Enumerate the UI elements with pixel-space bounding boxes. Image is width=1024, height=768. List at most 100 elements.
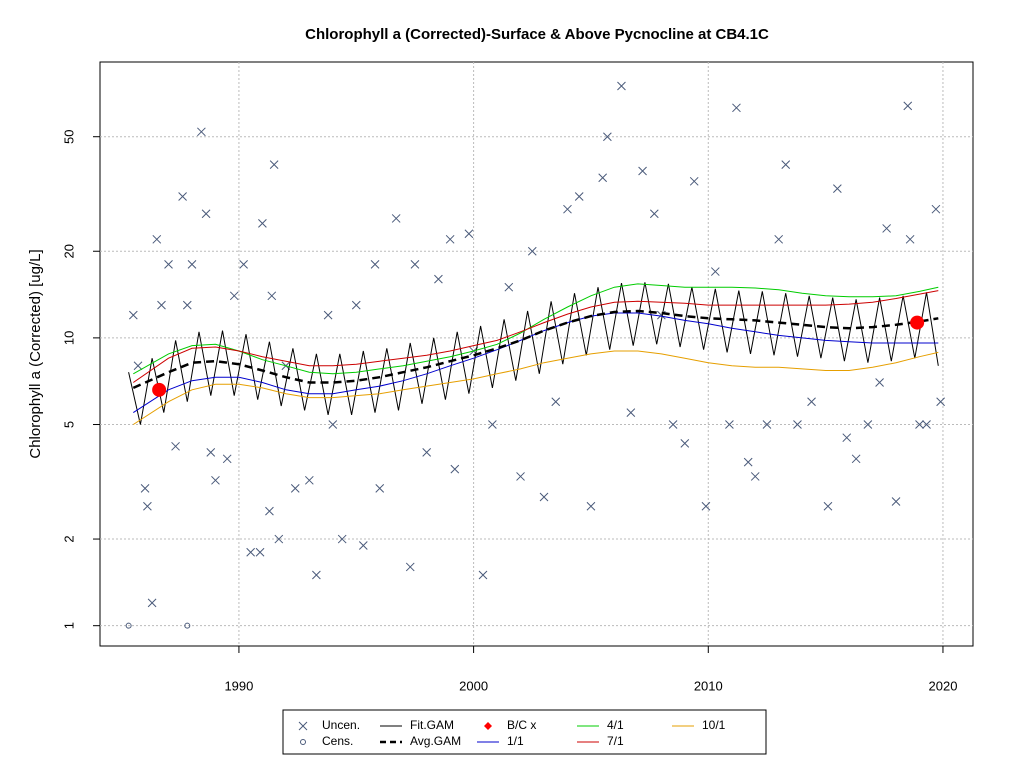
- legend-item: 4/1: [577, 718, 624, 732]
- series-line: [133, 283, 939, 375]
- data-point: [164, 260, 173, 269]
- data-point: [478, 570, 488, 580]
- data-point: [450, 464, 460, 474]
- legend-label: 7/1: [607, 734, 624, 748]
- data-point: [152, 382, 167, 397]
- data-point: [128, 310, 138, 320]
- data-point: [358, 541, 368, 550]
- data-point: [197, 127, 206, 137]
- data-point: [304, 475, 314, 485]
- data-point: [258, 218, 267, 228]
- data-point: [732, 103, 741, 113]
- data-point: [255, 547, 265, 557]
- data-point: [312, 570, 321, 580]
- legend-swatch: [300, 739, 306, 745]
- data-point: [375, 484, 385, 493]
- y-tick-label: 2: [61, 535, 76, 542]
- data-point: [182, 300, 192, 310]
- data-point: [574, 192, 584, 201]
- data-point: [689, 176, 699, 186]
- data-point: [882, 224, 891, 233]
- data-point: [405, 562, 415, 572]
- x-tick-label: 2020: [929, 678, 958, 693]
- data-point: [823, 501, 833, 511]
- legend-item: B/C x: [484, 718, 536, 732]
- data-point: [351, 300, 361, 310]
- data-point: [680, 439, 690, 448]
- data-point: [875, 378, 884, 387]
- data-point: [488, 420, 497, 429]
- data-point: [323, 310, 333, 320]
- data-point: [229, 291, 239, 301]
- data-point: [246, 547, 256, 557]
- y-tick-label: 5: [61, 421, 76, 428]
- data-point: [328, 420, 338, 429]
- data-point: [774, 234, 784, 244]
- data-point: [638, 166, 647, 176]
- series-line: [133, 312, 939, 414]
- data-point: [516, 472, 525, 481]
- y-tick-label: 20: [61, 244, 76, 258]
- data-point: [265, 506, 274, 516]
- data-point: [863, 420, 873, 429]
- x-tick-label: 2000: [459, 678, 488, 693]
- data-point: [269, 160, 279, 169]
- data-point: [931, 204, 941, 214]
- legend-item: Avg.GAM: [380, 734, 461, 748]
- data-point: [290, 484, 300, 493]
- data-point: [539, 492, 549, 502]
- data-point: [842, 433, 852, 443]
- data-point: [391, 214, 401, 223]
- plot-frame: [99, 61, 974, 647]
- data-point: [903, 101, 913, 111]
- legend-label: Cens.: [322, 734, 353, 748]
- data-point: [598, 173, 608, 183]
- data-point: [762, 420, 772, 429]
- data-point: [125, 622, 132, 629]
- data-point: [915, 420, 924, 429]
- legend-swatch: [484, 722, 492, 730]
- x-tick-label: 2010: [694, 678, 723, 693]
- series-line: [133, 290, 939, 383]
- data-point: [626, 408, 636, 417]
- legend-item: Fit.GAM: [380, 718, 454, 732]
- data-point: [178, 192, 187, 201]
- data-point: [563, 204, 572, 214]
- data-point: [187, 260, 197, 269]
- legend-item: 7/1: [577, 734, 624, 748]
- data-point: [725, 420, 734, 429]
- data-point: [504, 282, 514, 292]
- legend-label: 1/1: [507, 734, 524, 748]
- data-point: [410, 260, 420, 269]
- data-point: [936, 397, 945, 407]
- legend-label: 4/1: [607, 718, 624, 732]
- x-tick-label: 1990: [224, 678, 253, 693]
- data-point: [157, 300, 166, 310]
- y-axis-label: Chlorophyll a (Corrected) [ug/L]: [27, 249, 44, 458]
- data-point: [807, 397, 816, 407]
- data-point: [239, 260, 248, 269]
- legend-label: Fit.GAM: [410, 718, 454, 732]
- data-point: [586, 501, 596, 511]
- legend-swatch: [298, 721, 308, 731]
- data-point: [527, 246, 537, 256]
- legend-item: 1/1: [477, 734, 524, 748]
- data-point: [274, 534, 284, 544]
- data-point: [793, 420, 802, 429]
- data-point: [267, 291, 277, 301]
- series-line: [132, 309, 939, 390]
- data-point: [140, 484, 150, 493]
- data-point: [222, 454, 232, 464]
- legend-box: [282, 709, 767, 755]
- y-tick-label: 1: [61, 622, 76, 629]
- data-point: [668, 420, 678, 429]
- data-point: [750, 472, 760, 481]
- data-point: [910, 315, 925, 330]
- data-point: [152, 234, 162, 244]
- data-point: [211, 475, 220, 485]
- data-point: [337, 534, 347, 544]
- data-point: [171, 441, 180, 451]
- data-point: [833, 184, 842, 194]
- data-point: [464, 229, 474, 239]
- data-point: [905, 234, 915, 244]
